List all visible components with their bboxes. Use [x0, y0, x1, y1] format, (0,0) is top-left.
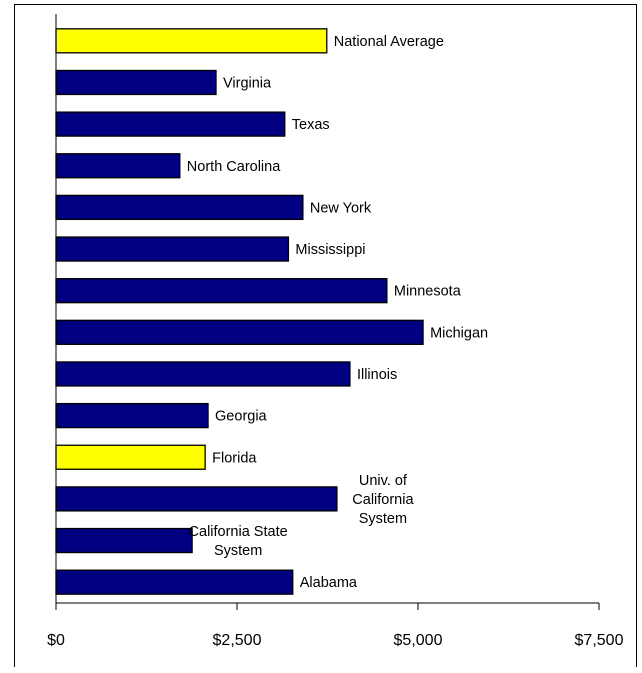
- x-tick-label: $2,500: [213, 632, 262, 649]
- bar: [55, 278, 388, 304]
- bar-label: Mississippi: [295, 242, 365, 258]
- bar: [55, 486, 338, 512]
- bar: [55, 236, 290, 262]
- bar-label: National Average: [334, 34, 444, 50]
- bar-label: Univ. of California System: [352, 473, 414, 527]
- bar: [55, 153, 181, 179]
- bar-label: Virginia: [223, 75, 272, 91]
- bar-highlight: [55, 28, 328, 54]
- x-tick-label: $0: [47, 632, 65, 649]
- chart-frame: [14, 4, 637, 667]
- bar-label: Minnesota: [394, 284, 462, 300]
- x-tick-label: $5,000: [394, 632, 443, 649]
- bar: [55, 194, 304, 221]
- bar-label: New York: [310, 200, 372, 216]
- bar-label: Florida: [212, 450, 257, 466]
- bar: [55, 319, 424, 345]
- bar: [55, 361, 351, 387]
- bar-label: Georgia: [215, 409, 268, 425]
- bar: [55, 111, 286, 137]
- bar-label: North Carolina: [187, 159, 281, 175]
- bar: [55, 527, 193, 554]
- bar-label: California State System: [189, 524, 288, 559]
- bar-label: Illinois: [357, 367, 397, 383]
- bar-highlight: [55, 444, 206, 470]
- bar-label: Alabama: [300, 575, 358, 591]
- bar: [55, 569, 294, 595]
- bar: [55, 402, 209, 429]
- bar-label: Michigan: [430, 325, 488, 341]
- x-tick-label: $7,500: [575, 632, 624, 649]
- bar: [55, 69, 217, 96]
- bar-label: Texas: [292, 117, 330, 133]
